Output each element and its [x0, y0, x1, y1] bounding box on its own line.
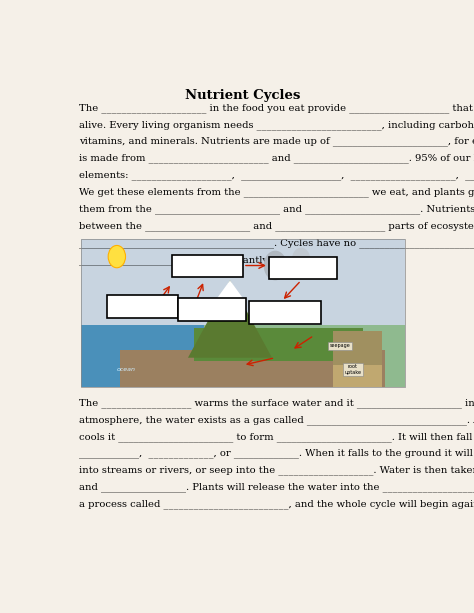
Text: ocean: ocean [117, 367, 136, 372]
Polygon shape [217, 280, 243, 299]
Circle shape [292, 248, 310, 272]
Text: vitamins, and minerals. Nutrients are made up of _______________________, for ex: vitamins, and minerals. Nutrients are ma… [80, 137, 474, 147]
Bar [194, 328, 363, 360]
Text: alive. Every living organism needs _________________________, including carbohyd: alive. Every living organism needs _____… [80, 120, 474, 129]
Text: seepage: seepage [329, 343, 350, 348]
Text: a process called _________________________, and the whole cycle will begin again: a process called _______________________… [80, 500, 474, 509]
Text: cools it _______________________ to form _______________________. It will then f: cools it _______________________ to form… [80, 432, 474, 441]
Text: Nutrient Cycles: Nutrient Cycles [185, 89, 301, 102]
Bar [107, 295, 178, 318]
Text: _______________________________________. Cycles have no ________________________: _______________________________________.… [80, 238, 474, 248]
Bar [82, 238, 404, 387]
Circle shape [108, 245, 126, 268]
Bar [333, 365, 382, 387]
Bar [333, 331, 382, 387]
Bar [82, 325, 204, 387]
Bar [269, 257, 337, 279]
Polygon shape [188, 280, 272, 358]
Text: We get these elements from the _________________________ we eat, and plants get : We get these elements from the _________… [80, 188, 474, 197]
Text: _____________________, they constantly repeat.: _____________________, they constantly r… [80, 256, 308, 265]
Bar [172, 255, 243, 278]
Text: and _________________. Plants will release the water into the __________________: and _________________. Plants will relea… [80, 483, 474, 492]
Bar [178, 299, 246, 321]
Text: elements: ____________________,  ____________________,  _____________________,  : elements: ____________________, ________… [80, 171, 474, 180]
Circle shape [264, 251, 287, 280]
Text: The _____________________ in the food you eat provide ____________________ that : The _____________________ in the food yo… [80, 103, 474, 113]
Text: between the _____________________ and ______________________ parts of ecosystems: between the _____________________ and __… [80, 222, 474, 232]
Text: is made from ________________________ and _______________________. 95% of our bo: is made from ________________________ an… [80, 154, 474, 164]
Text: atmosphere, the water exists as a gas called ________________________________. A: atmosphere, the water exists as a gas ca… [80, 415, 474, 425]
Text: into streams or rivers, or seep into the ___________________. Water is then take: into streams or rivers, or seep into the… [80, 466, 474, 476]
Bar [82, 238, 404, 325]
Text: The __________________ warms the surface water and it _____________________ into: The __________________ warms the surface… [80, 398, 474, 408]
Text: ____________,  _____________, or _____________. When it falls to the ground it w: ____________, _____________, or ________… [80, 449, 474, 459]
Text: them from the _________________________ and _______________________. Nutrients _: them from the _________________________ … [80, 205, 474, 215]
Bar [120, 350, 385, 387]
Bar [82, 325, 404, 387]
Circle shape [312, 258, 328, 279]
Text: root
uptake: root uptake [344, 364, 361, 375]
Bar [249, 301, 320, 324]
